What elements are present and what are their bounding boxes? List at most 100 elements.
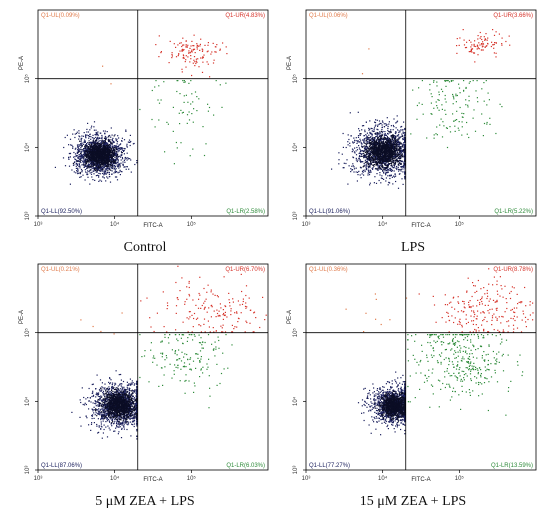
- event-point-ll: [392, 154, 394, 156]
- event-point-ll: [97, 165, 99, 168]
- event-point-ll: [96, 138, 98, 140]
- event-point-ll: [395, 151, 397, 153]
- event-point-ll: [368, 158, 370, 160]
- event-point-ll: [106, 160, 108, 162]
- event-point-ll: [402, 149, 404, 151]
- event-point-ll: [404, 151, 406, 153]
- event-point-ll: [366, 149, 368, 151]
- event-point-ll: [77, 160, 79, 162]
- event-point-ll: [382, 156, 385, 159]
- event-point-ll: [367, 142, 369, 145]
- event-point-ll: [82, 174, 84, 176]
- event-point-ll: [80, 144, 82, 147]
- event-point-ll: [103, 158, 105, 160]
- event-point-ll: [112, 146, 114, 148]
- event-point-ll: [364, 159, 366, 161]
- event-point-ur: [215, 51, 217, 53]
- event-point-ll: [78, 163, 80, 165]
- event-point-ll: [358, 170, 360, 172]
- event-point-ll: [366, 162, 368, 164]
- event-point-ll: [378, 157, 380, 159]
- event-point-ll: [81, 171, 83, 173]
- event-point-ll: [100, 180, 103, 182]
- event-point-lr: [177, 80, 179, 82]
- event-point-ll: [88, 157, 90, 159]
- event-point-ur: [183, 49, 185, 51]
- event-point-ll: [94, 151, 96, 153]
- event-point-ll: [369, 163, 371, 165]
- event-point-ll: [114, 165, 116, 167]
- event-point-ll: [385, 148, 387, 150]
- event-point-lr: [178, 112, 180, 114]
- event-point-ll: [341, 153, 343, 155]
- event-point-ll: [96, 166, 98, 168]
- event-point-ll: [108, 157, 110, 159]
- event-point-ll: [397, 142, 399, 144]
- event-point-ll: [117, 165, 119, 168]
- event-point-ll: [92, 162, 94, 164]
- event-point-ll: [385, 124, 387, 126]
- event-point-ll: [363, 142, 365, 144]
- event-point-ll: [397, 163, 399, 165]
- event-point-ll: [94, 134, 96, 136]
- event-point-ll: [80, 139, 82, 141]
- event-point-ll: [99, 147, 101, 149]
- event-point-ll: [366, 144, 368, 146]
- event-point-ll: [404, 170, 406, 172]
- event-point-ll: [98, 172, 100, 174]
- event-point-ll: [90, 154, 92, 156]
- event-point-ll: [391, 164, 393, 166]
- event-point-ll: [84, 163, 86, 165]
- event-point-ll: [353, 171, 355, 173]
- event-point-ll: [108, 152, 110, 154]
- event-point-ll: [387, 152, 389, 154]
- event-point-ll: [399, 163, 401, 165]
- event-point-ll: [370, 133, 372, 135]
- event-point-ll: [368, 127, 370, 129]
- event-point-ll: [96, 164, 98, 166]
- event-point-ll: [77, 168, 79, 170]
- event-point-ll: [381, 159, 383, 161]
- event-point-ll: [103, 159, 105, 161]
- event-point-ll: [103, 166, 105, 168]
- event-point-ll: [102, 144, 104, 147]
- event-point-ll: [396, 159, 398, 161]
- event-point-ll: [91, 155, 94, 157]
- event-point-ll: [96, 151, 98, 153]
- event-point-ll: [393, 147, 395, 149]
- event-point-ur: [206, 51, 208, 53]
- event-point-ll: [125, 130, 127, 132]
- event-point-ll: [103, 152, 106, 154]
- event-point-ll: [399, 146, 402, 148]
- event-point-ll: [351, 148, 354, 150]
- event-point-ll: [377, 155, 379, 157]
- event-point-ll: [93, 167, 95, 169]
- event-point-ll: [121, 149, 123, 151]
- event-point-ll: [105, 180, 107, 182]
- event-point-ll: [106, 142, 108, 144]
- event-point-ll: [404, 132, 406, 134]
- event-point-ll: [387, 158, 389, 160]
- event-point-ll: [361, 153, 363, 155]
- event-point-ll: [120, 162, 122, 164]
- event-point-ll: [366, 158, 368, 160]
- event-point-ll: [384, 144, 386, 146]
- event-point-ll: [100, 158, 102, 160]
- event-point-ll: [93, 137, 95, 139]
- event-point-ll: [106, 168, 108, 170]
- event-point-ll: [72, 162, 74, 164]
- event-point-ll: [390, 149, 392, 152]
- event-point-ll: [370, 153, 372, 155]
- event-point-ll: [377, 149, 379, 151]
- event-point-ll: [99, 169, 101, 171]
- event-point-ll: [404, 134, 406, 136]
- event-point-ll: [100, 151, 102, 153]
- event-point-ll: [382, 159, 384, 162]
- event-point-ll: [351, 169, 353, 171]
- event-point-ll: [96, 147, 98, 149]
- event-point-ur: [190, 58, 192, 60]
- event-point-ll: [375, 136, 377, 138]
- event-point-ll: [84, 144, 87, 146]
- event-point-ll: [389, 177, 391, 180]
- event-point-ll: [129, 134, 131, 136]
